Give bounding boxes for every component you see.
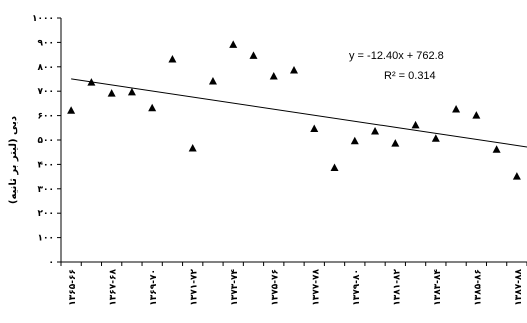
x-tick-label: ۱۳۸۵-۸۶: [473, 269, 483, 306]
data-point: [310, 124, 319, 133]
data-point: [87, 78, 96, 86]
data-point: [472, 111, 481, 119]
x-tick-label: ۱۳۷۷-۷۸: [311, 269, 321, 306]
x-tick-label: ۱۳۸۳-۸۴: [433, 269, 443, 306]
trend-layer: [71, 78, 527, 148]
x-tick-label: ۱۳۸۷-۸۸: [514, 269, 524, 306]
x-tick-label: ۱۳۷۹-۸۰: [352, 269, 362, 306]
y-tick-label: ۶۰۰: [38, 112, 54, 122]
x-tick-label: ۱۳۷۵-۷۶: [271, 269, 281, 306]
y-tick-label: ۴۰۰: [38, 160, 54, 170]
y-tick-labels: ۰ ۱۰۰ ۲۰۰ ۳۰۰ ۴۰۰ ۵۰۰ ۶۰۰ ۷۰۰ ۸۰۰ ۹۰۰ ۱۰۰۰: [32, 14, 54, 268]
y-tick-label: ۹۰۰: [38, 38, 54, 48]
data-point: [371, 126, 380, 135]
y-tick-label: ۵۰۰: [38, 136, 54, 146]
y-tick-label: ۱۰۰۰: [32, 14, 54, 24]
y-tick-label: ۰: [49, 258, 55, 268]
data-point: [290, 65, 298, 74]
data-point: [452, 105, 461, 113]
data-point: [148, 103, 157, 112]
data-point: [107, 89, 116, 97]
y-tick-label: ۷۰۰: [38, 87, 54, 97]
y-tick-label: ۱۰۰: [38, 234, 54, 244]
data-point: [411, 120, 420, 129]
data-point: [127, 87, 136, 96]
plot-axes: [57, 17, 527, 266]
x-tick-label: ۱۳۸۱-۸۲: [392, 269, 402, 306]
x-tick-label: ۱۳۶۹-۷۰: [149, 269, 159, 306]
points-layer: [67, 40, 521, 180]
data-point: [512, 172, 521, 180]
data-point: [249, 51, 258, 59]
x-tick-label: ۱۳۷۳-۷۴: [230, 269, 240, 306]
r-squared-label: R² = 0.314: [384, 70, 436, 82]
x-tick-labels: ۱۳۶۵-۶۶ ۱۳۶۷-۶۸ ۱۳۶۹-۷۰ ۱۳۷۱-۷۲ ۱۳۷۳-۷۴ ۱۳۷۵-…: [68, 269, 524, 306]
data-point: [350, 136, 359, 145]
x-tick-label: ۱۳۷۱-۷۲: [190, 269, 200, 306]
data-point: [67, 106, 76, 114]
data-point: [269, 72, 278, 80]
data-point: [188, 144, 197, 152]
data-point: [431, 134, 440, 142]
y-tick-label: ۳۰۰: [38, 185, 54, 195]
y-tick-label: ۲۰۰: [38, 209, 54, 219]
data-point: [492, 145, 501, 153]
data-point: [330, 163, 339, 172]
y-tick-label: ۸۰۰: [38, 63, 54, 73]
y-axis-label: دبی (لیتر بر ثانیه): [8, 116, 19, 204]
trendline: [71, 78, 527, 148]
data-point: [168, 54, 177, 63]
trendline-equation: y = -12.40x + 762.8: [349, 50, 444, 62]
data-point: [208, 76, 217, 85]
x-tick-label: ۱۳۶۵-۶۶: [68, 269, 78, 306]
data-point: [391, 139, 400, 147]
data-point: [229, 40, 238, 48]
x-tick-label: ۱۳۶۷-۶۸: [109, 269, 119, 306]
